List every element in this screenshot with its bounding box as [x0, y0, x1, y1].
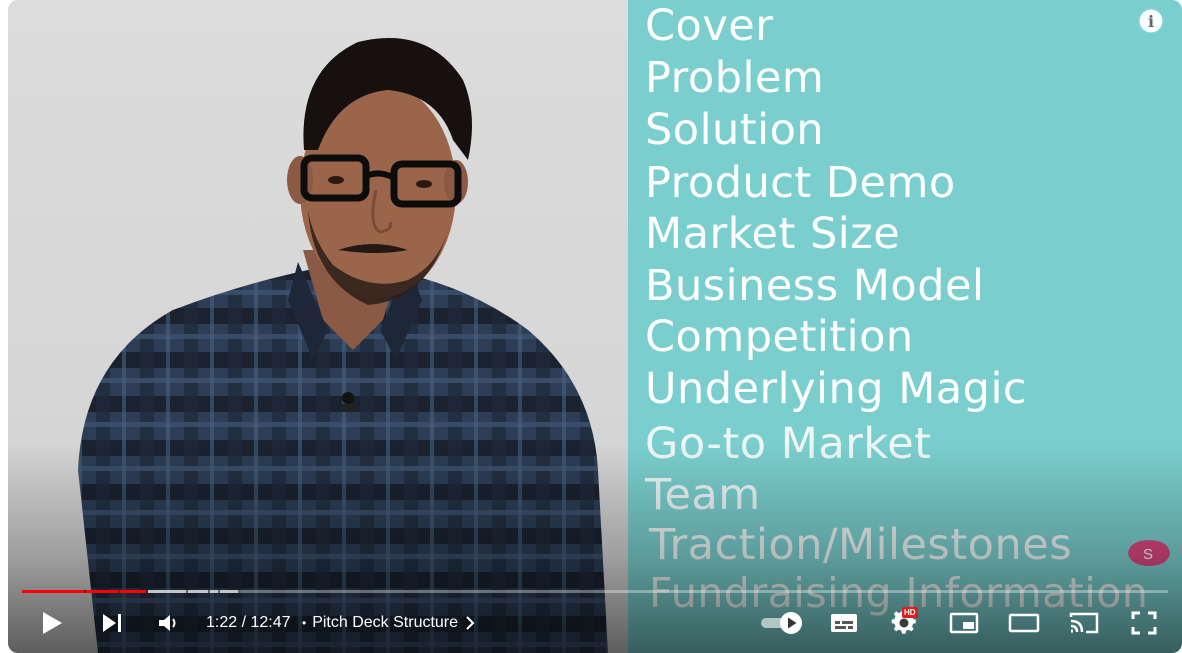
autoplay-toggle[interactable]: [758, 598, 806, 648]
slide-item-market-size: Market Size: [645, 209, 901, 259]
current-time: 1:22: [206, 614, 238, 631]
info-icon[interactable]: i: [1138, 8, 1164, 34]
brand-logo: S: [1128, 540, 1170, 566]
chapter-marker: [118, 590, 120, 593]
hd-badge: HD: [902, 607, 918, 618]
theater-mode-button[interactable]: [1002, 598, 1046, 648]
cast-button[interactable]: [1062, 598, 1106, 648]
time-display: 1:22 / 12:47: [206, 598, 291, 648]
mute-button[interactable]: [148, 598, 188, 648]
video-player[interactable]: Cover Problem Solution Product Demo Mark…: [8, 0, 1182, 653]
slide-item-underlying-magic: Underlying Magic: [645, 364, 1028, 414]
chapter-marker: [186, 590, 188, 593]
autoplay-toggle-icon: [761, 612, 802, 634]
cast-icon: [1069, 612, 1099, 634]
chapter-separator: •: [302, 616, 307, 630]
miniplayer-icon: [949, 612, 979, 634]
slide-item-business-model: Business Model: [645, 261, 985, 311]
miniplayer-button[interactable]: [942, 598, 986, 648]
duration: 12:47: [250, 614, 291, 631]
theater-mode-icon: [1008, 613, 1040, 633]
chevron-right-icon: [466, 616, 475, 630]
slide-item-problem: Problem: [645, 53, 825, 103]
chapter-marker: [208, 590, 210, 593]
slide-item-cover: Cover: [645, 1, 774, 51]
slide-item-team: Team: [645, 470, 761, 520]
slide-item-product-demo: Product Demo: [645, 158, 956, 208]
next-icon: [103, 614, 121, 632]
slide-item-traction: Traction/Milestones: [649, 520, 1073, 570]
volume-icon: [159, 615, 176, 631]
chapter-marker: [146, 590, 148, 593]
svg-text:S: S: [1143, 546, 1153, 563]
control-bar: 1:22 / 12:47 • Pitch Deck Structure: [8, 598, 1182, 648]
slide-item-go-to-market: Go-to Market: [645, 419, 932, 469]
slide-item-solution: Solution: [645, 105, 825, 155]
chapter-button[interactable]: • Pitch Deck Structure: [302, 598, 476, 648]
presenter-figure: [78, 37, 608, 653]
subtitles-button[interactable]: [822, 598, 866, 648]
next-button[interactable]: [92, 598, 132, 648]
time-separator: /: [237, 614, 251, 631]
slide-panel: Cover Problem Solution Product Demo Mark…: [628, 0, 1182, 653]
info-glyph: i: [1147, 11, 1155, 31]
progress-bar[interactable]: [22, 590, 1168, 593]
settings-button[interactable]: HD: [882, 598, 926, 648]
fullscreen-button[interactable]: [1122, 598, 1166, 648]
chapter-marker: [84, 590, 86, 593]
fullscreen-icon: [1131, 611, 1157, 635]
play-button[interactable]: [32, 598, 72, 648]
slide-item-competition: Competition: [645, 312, 914, 362]
subtitles-icon: [831, 614, 857, 632]
chapter-title: Pitch Deck Structure: [312, 614, 459, 631]
chapter-marker: [218, 590, 220, 593]
play-icon: [43, 612, 62, 634]
chapter-marker: [238, 590, 240, 593]
video-frame[interactable]: Cover Problem Solution Product Demo Mark…: [8, 0, 1182, 653]
